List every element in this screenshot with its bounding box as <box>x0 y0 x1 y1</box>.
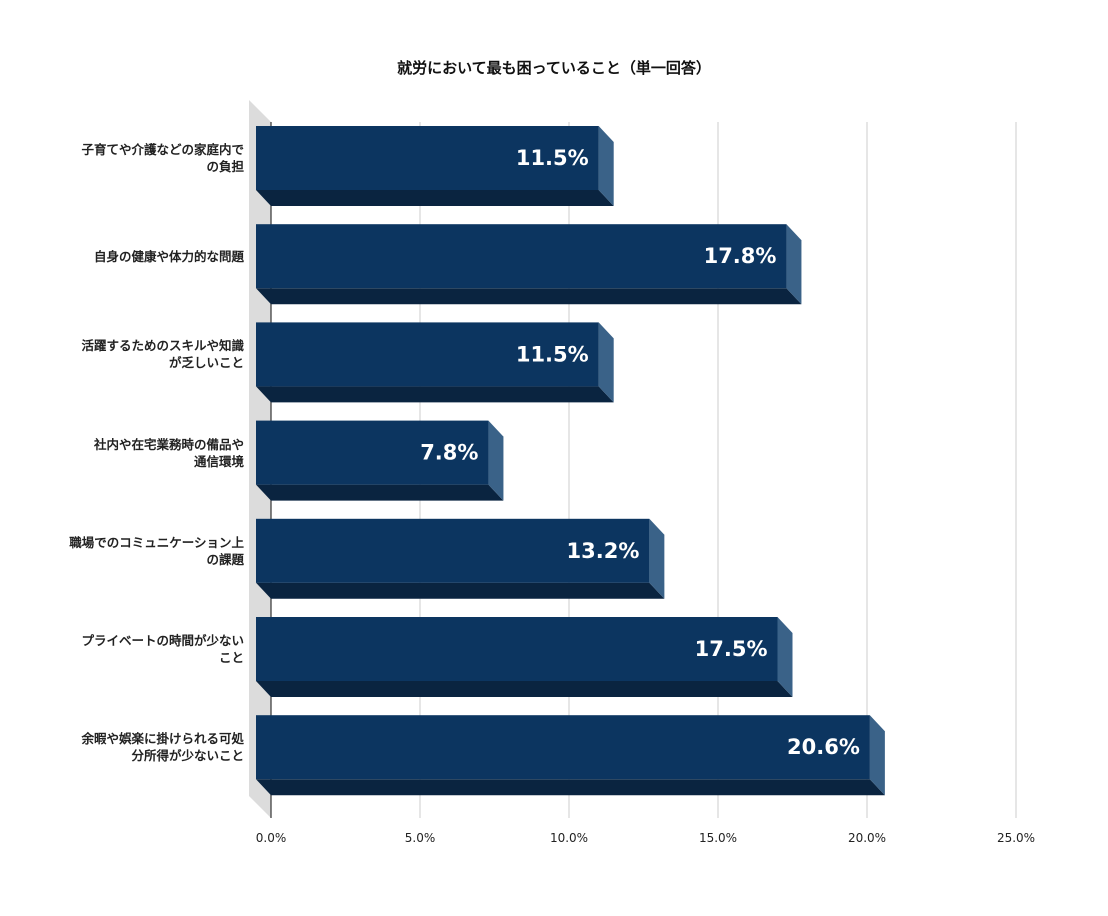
data-label: 11.5% <box>516 146 589 170</box>
bar: 11.5% <box>256 322 614 403</box>
x-tick-label: 15.0% <box>699 831 737 845</box>
data-label: 17.5% <box>695 637 768 661</box>
bar: 11.5% <box>256 126 614 206</box>
bar-front-face <box>256 715 870 780</box>
bar-side-face <box>869 715 885 796</box>
bar-bottom-face <box>256 484 504 501</box>
data-label: 17.8% <box>704 244 777 268</box>
data-label: 20.6% <box>787 735 860 759</box>
category-label: 活躍するためのスキルや知識 が乏しいこと <box>81 338 244 371</box>
category-label: 余暇や娯楽に掛けられる可処 分所得が少ないこと <box>81 731 244 764</box>
bar: 17.8% <box>256 224 802 305</box>
data-label: 11.5% <box>516 342 589 366</box>
x-tick-label: 5.0% <box>405 831 436 845</box>
bar-front-face <box>256 224 787 289</box>
bar-bottom-face <box>256 386 614 403</box>
category-label: 社内や在宅業務時の備品や 通信環境 <box>93 436 244 469</box>
bar-bottom-face <box>256 779 885 796</box>
bar-bottom-face <box>256 190 614 206</box>
x-tick-label: 20.0% <box>848 831 886 845</box>
category-label: 子育てや介護などの家庭内で の負担 <box>81 142 244 174</box>
bar: 20.6% <box>256 715 885 796</box>
bar: 7.8% <box>256 420 504 501</box>
bar-bottom-face <box>256 582 665 599</box>
category-label: 自身の健康や体力的な問題 <box>93 248 244 264</box>
x-tick-label: 10.0% <box>550 831 588 845</box>
data-label: 13.2% <box>567 539 640 563</box>
bar-front-face <box>256 617 778 681</box>
bar-bottom-face <box>256 288 802 305</box>
bar-side-face <box>777 617 793 697</box>
bar: 17.5% <box>256 617 793 697</box>
bar-bottom-face <box>256 681 793 697</box>
category-label: プライベートの時間が少ない こと <box>81 633 244 665</box>
bar: 13.2% <box>256 518 665 599</box>
x-tick-label: 25.0% <box>997 831 1035 845</box>
chart-title: 就労において最も困っていること（単一回答） <box>397 59 711 77</box>
bar-side-face <box>598 126 614 206</box>
x-tick-label: 0.0% <box>256 831 287 845</box>
bar-side-face <box>488 420 504 501</box>
bar-side-face <box>598 322 614 403</box>
bar-front-face <box>256 126 599 190</box>
data-label: 7.8% <box>420 441 478 465</box>
bar-side-face <box>649 518 665 599</box>
bar-front-face <box>256 322 599 387</box>
bar-side-face <box>786 224 802 305</box>
bar-front-face <box>256 420 489 485</box>
bar-front-face <box>256 518 650 583</box>
category-label: 職場でのコミュニケーション上 の課題 <box>69 534 244 567</box>
